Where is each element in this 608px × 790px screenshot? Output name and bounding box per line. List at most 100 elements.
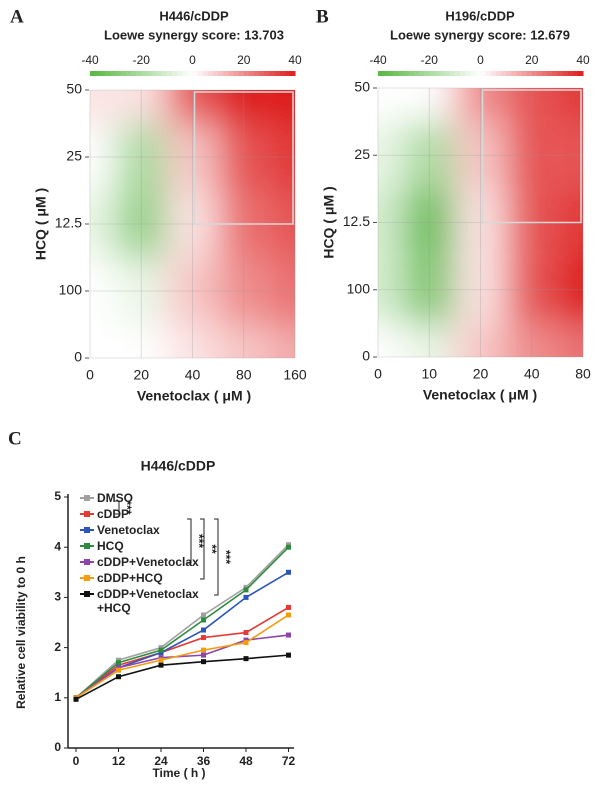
heat-cell [166,90,219,124]
y-tick-label: 100 [59,282,83,298]
legend-label: cDDP [97,507,130,521]
colorbar-segment [243,71,250,76]
x-tick-label: 0 [73,754,80,768]
colorbar-segment [151,71,158,76]
y-tick-label: 100 [347,280,371,296]
heat-cell [218,90,270,124]
heat-cell [557,256,583,324]
data-point [201,612,206,618]
heat-cell [454,88,507,122]
colorbar-tick-label: -20 [421,53,439,67]
data-point [116,660,121,666]
colorbar-tick-label: 40 [288,53,302,67]
data-point [286,612,291,618]
heat-cell [378,121,404,189]
colorbar-segment [562,71,569,76]
surface-cells [378,88,583,357]
colorbar-segment [506,71,512,76]
colorbar-segment [95,71,101,76]
data-point [243,637,249,643]
y-tick-label: 0 [74,349,82,365]
series-line [75,544,290,699]
heat-cell [90,257,116,325]
colorbar-segment [567,71,574,76]
colorbar-segment [192,71,199,76]
colorbar-segment [413,71,420,76]
colorbar-segment [547,71,553,76]
heat-cell [90,123,116,191]
colorbar-segment [182,71,188,76]
significance-bracket [187,518,192,564]
legend-swatch [80,495,94,501]
heat-cell [557,121,583,189]
y-tick-label: 50 [66,81,82,97]
colorbar-segment [161,71,168,76]
heat-cell [269,257,295,325]
heat-cell [115,123,167,191]
heat-cell [378,188,404,257]
colorbar-segment [202,71,209,76]
x-tick-label: 40 [524,366,540,382]
heat-cell [454,256,507,324]
legend-item: HCQ [80,539,192,553]
y-tick-label: 3 [54,590,61,604]
data-point [243,630,249,636]
heat-cell [506,121,558,189]
legend: DMSO cDDP Venetoclax HCQ cDDP+Venetoclax cDDP… [80,491,199,617]
heat-cell [403,121,455,189]
heat-cell [403,88,455,122]
colorbar-segment [166,71,173,76]
y-axis-label: HCQ ( μM ) [321,186,337,258]
surface-cells [90,90,295,358]
legend-item: Venetoclax [80,523,192,537]
colorbar-segment [465,71,471,76]
colorbar-tick-label: 0 [189,53,196,67]
data-point [286,544,291,550]
heat-cell [378,323,404,357]
data-point [116,665,121,671]
significance-label: ** [205,544,219,554]
heat-cell [166,324,219,358]
colorbar-segment [516,71,522,76]
colorbar-segment [393,71,399,76]
data-point [116,662,121,668]
legend-item: cDDP+Venetoclax +HCQ [80,587,199,615]
colorbar-segment [218,71,224,76]
colorbar-segment [279,71,286,76]
heat-cell [115,90,167,124]
significance-bracket [214,518,219,596]
colorbar-segment [120,71,127,76]
colorbar-segment [383,71,389,76]
data-point [116,674,121,680]
x-tick-label: 72 [282,754,296,768]
colorbar-segment [501,71,507,76]
data-point [286,604,291,610]
data-point [201,635,206,641]
heat-cell [506,88,558,122]
colorbar-segment [177,71,183,76]
data-point [158,655,164,661]
x-tick-label: 24 [154,754,168,768]
legend-label: HCQ [97,539,124,553]
colorbar-segment [254,71,260,76]
colorbar-segment [115,71,122,76]
colorbar-segment [388,71,394,76]
colorbar-segment [259,71,265,76]
y-tick-label: 0 [362,348,370,364]
data-point [286,542,291,548]
x-axis-label: Venetoclax ( μM ) [137,388,251,404]
colorbar-segment [434,71,440,76]
heat-cell [454,121,507,189]
y-axis-label: HCQ ( μM ) [33,188,49,260]
colorbar-segment [460,71,466,76]
colorbar-tick-label: 40 [576,53,590,67]
y-axis-label: Relative cell viability to 0 h [14,556,28,709]
colorbar-segment [248,71,255,76]
series-line [75,546,290,699]
colorbar-segment [577,71,584,76]
colorbar-segment [408,71,415,76]
panel-label: C [8,428,22,449]
legend-item: cDDP [80,507,192,521]
